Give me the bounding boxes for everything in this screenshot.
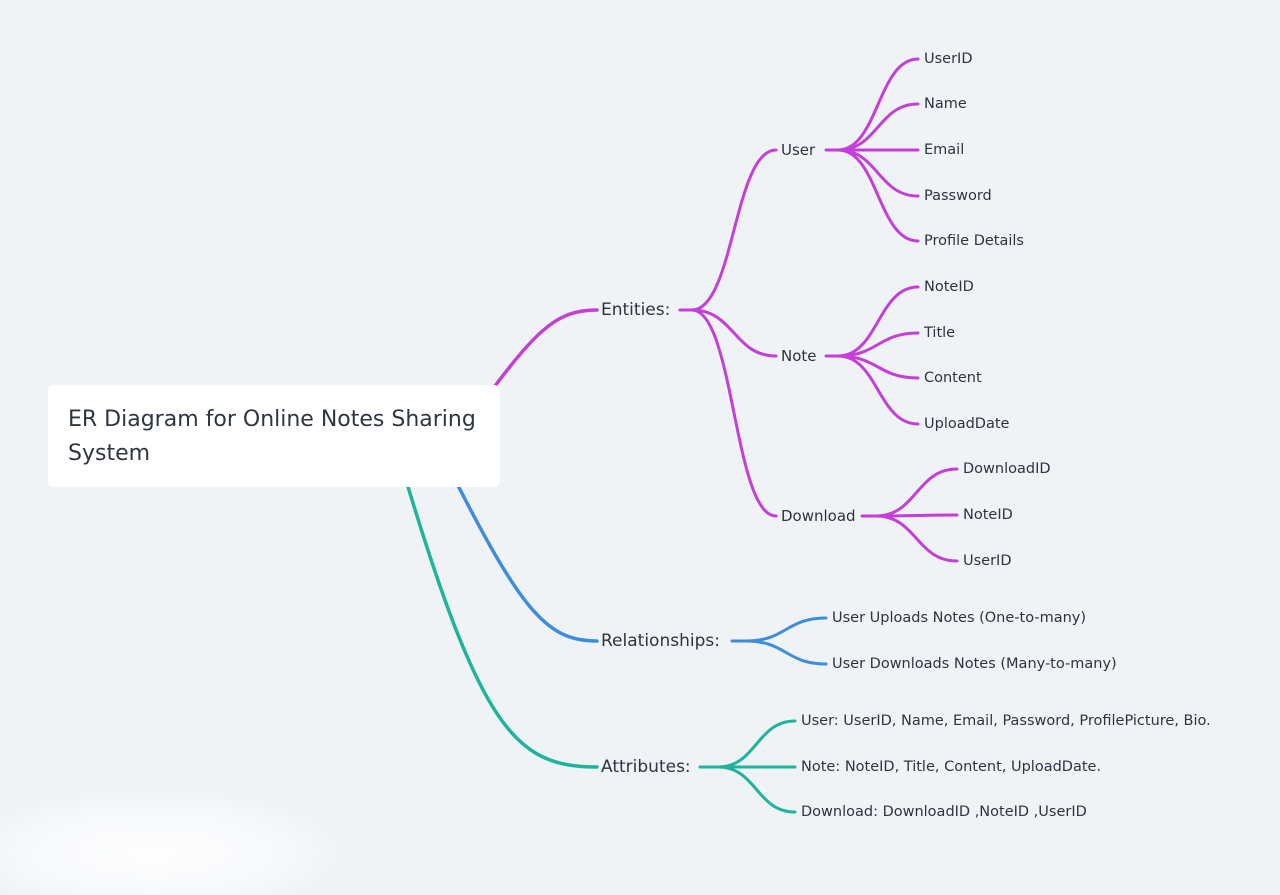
edge-entities-download (690, 308, 778, 518)
node-user-name[interactable]: Name (924, 96, 967, 112)
node-note-content[interactable]: Content (924, 370, 982, 386)
node-download-downloadid[interactable]: DownloadID (963, 461, 1051, 477)
edge-note-attr-3 (836, 354, 920, 426)
root-title-line2: System (68, 441, 151, 466)
node-user-userid[interactable]: UserID (924, 51, 973, 67)
corner-glow (0, 790, 340, 895)
node-user-password[interactable]: Password (924, 188, 992, 204)
edge-root-attributes (398, 458, 599, 769)
edge-user-attr-0 (836, 57, 920, 152)
edge-rel-downloads (744, 639, 828, 666)
node-note-uploaddate[interactable]: UploadDate (924, 416, 1010, 432)
node-download-userid[interactable]: UserID (963, 553, 1012, 569)
root-title-line1: ER Diagram for Online Notes Sharing (68, 407, 476, 432)
edge-entities-user (690, 148, 778, 312)
edge-user-attr-4 (836, 148, 920, 243)
edge-rel-uploads (744, 616, 828, 643)
node-download[interactable]: Download (781, 507, 856, 525)
edge-user-attr-1 (836, 102, 920, 152)
root-node[interactable]: ER Diagram for Online Notes Sharing Syst… (48, 385, 500, 487)
node-attr-user[interactable]: User: UserID, Name, Email, Password, Pro… (801, 713, 1211, 729)
edge-download-attr-1 (874, 513, 959, 518)
edge-note-attr-0 (836, 285, 920, 358)
edge-entities-note (690, 308, 778, 358)
node-entities[interactable]: Entities: (601, 300, 671, 320)
node-note-title[interactable]: Title (924, 325, 956, 341)
edge-download-attr-2 (874, 514, 959, 563)
node-user-email[interactable]: Email (924, 142, 965, 158)
edge-attr-download (716, 765, 797, 814)
node-download-noteid[interactable]: NoteID (963, 507, 1013, 523)
node-attr-note[interactable]: Note: NoteID, Title, Content, UploadDate… (801, 759, 1102, 775)
node-user[interactable]: User (781, 141, 816, 159)
node-note-noteid[interactable]: NoteID (924, 279, 974, 295)
node-relationships[interactable]: Relationships: (601, 631, 720, 651)
edge-attr-user (716, 719, 797, 769)
node-rel-downloads[interactable]: User Downloads Notes (Many-to-many) (832, 656, 1117, 672)
edge-user-attr-3 (836, 148, 920, 198)
node-rel-uploads[interactable]: User Uploads Notes (One-to-many) (832, 610, 1087, 626)
edge-root-relationships (438, 448, 599, 643)
edge-download-attr-0 (874, 467, 959, 518)
node-user-profile-details[interactable]: Profile Details (924, 233, 1024, 249)
node-attr-download[interactable]: Download: DownloadID ,NoteID ,UserID (801, 804, 1087, 820)
node-attributes[interactable]: Attributes: (601, 757, 691, 777)
node-note[interactable]: Note (781, 347, 817, 365)
